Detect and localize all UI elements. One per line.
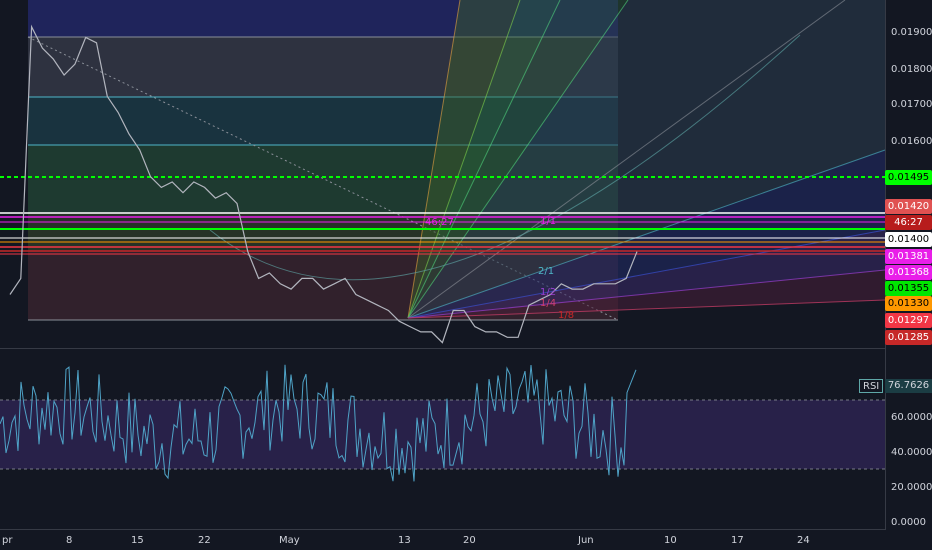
horizontal-levels[interactable] xyxy=(0,176,885,255)
price-label-3[interactable]: 0.01400 xyxy=(885,232,932,247)
price-label-5[interactable]: 0.01368 xyxy=(885,265,932,280)
price-tick: 0.01700 xyxy=(891,99,932,110)
rsi-current-value: 76.7626 xyxy=(885,379,932,393)
gann-fan-labels: 2/1 1/1 1/2 1/4 1/8 46:27 xyxy=(425,216,574,321)
time-tick: May xyxy=(279,535,300,546)
price-tick: 0.01800 xyxy=(891,64,932,75)
fan-label-2-1: 2/1 xyxy=(538,266,554,277)
price-series-line[interactable] xyxy=(9,24,638,344)
rsi-indicator[interactable] xyxy=(0,364,885,482)
rsi-legend[interactable]: RSI xyxy=(859,379,884,393)
price-tick: 0.01600 xyxy=(891,136,932,147)
ratio-label: 46:27 xyxy=(425,217,454,228)
time-tick: 24 xyxy=(797,535,810,546)
time-tick: Jun xyxy=(577,535,594,546)
rsi-axis[interactable]: 60.0000 40.0000 20.0000 0.0000 xyxy=(891,412,932,528)
price-tick: 0.01900 xyxy=(891,27,932,38)
fan-label-1-4: 1/4 xyxy=(540,298,556,309)
rsi-tick: 0.0000 xyxy=(891,517,926,528)
time-tick: 17 xyxy=(731,535,744,546)
price-axis[interactable]: 0.01900 0.01800 0.01700 0.01600 xyxy=(891,27,932,147)
price-label-7[interactable]: 0.01330 xyxy=(885,296,932,311)
price-label-1[interactable]: 0.01420 xyxy=(885,199,932,214)
time-tick: 13 xyxy=(398,535,411,546)
time-tick: 22 xyxy=(198,535,211,546)
rsi-tick: 60.0000 xyxy=(891,412,932,423)
time-tick: 15 xyxy=(131,535,144,546)
rsi-line[interactable] xyxy=(0,364,637,482)
rsi-tick: 20.0000 xyxy=(891,482,932,493)
time-tick: 8 xyxy=(66,535,72,546)
price-label-8[interactable]: 0.01297 xyxy=(885,313,932,328)
price-label-6[interactable]: 0.01355 xyxy=(885,281,932,296)
time-axis[interactable]: pr 8 15 22 May 13 20 Jun 10 17 24 xyxy=(2,535,810,546)
fan-label-1-1: 1/1 xyxy=(540,216,556,227)
price-label-9[interactable]: 0.01285 xyxy=(885,330,932,345)
price-label-4[interactable]: 0.01381 xyxy=(885,249,932,264)
time-tick: pr xyxy=(2,535,13,546)
rsi-tick: 40.0000 xyxy=(891,447,932,458)
time-tick: 20 xyxy=(463,535,476,546)
price-label-0[interactable]: 0.01495 xyxy=(885,170,932,185)
fan-label-1-8: 1/8 xyxy=(558,310,574,321)
price-label-2[interactable]: 46:27 xyxy=(885,215,932,230)
fan-label-1-2: 1/2 xyxy=(540,287,556,298)
time-tick: 10 xyxy=(664,535,677,546)
rsi-name: RSI xyxy=(859,379,884,393)
